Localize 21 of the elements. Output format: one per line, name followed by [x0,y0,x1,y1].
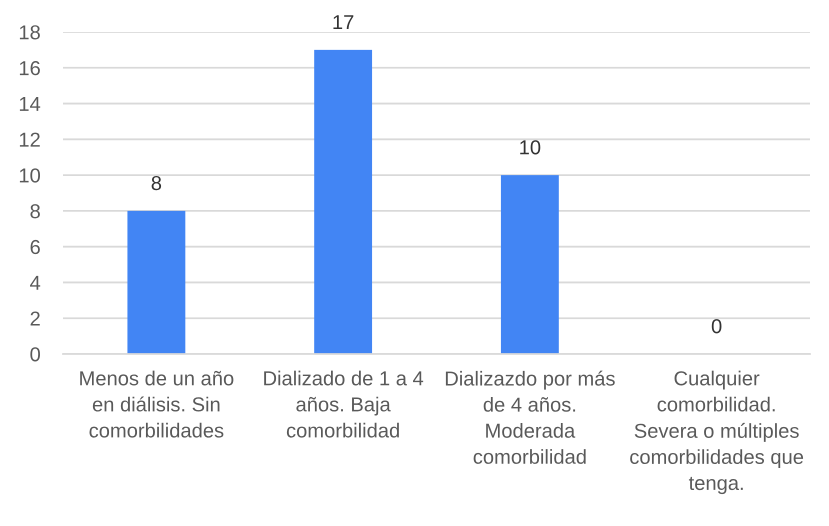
x-tick-label: Dializado de 1 a 4 años. Baja comorbilidad [264,370,424,438]
bar [500,175,559,354]
x-tick-label: Cualquier comorbilidad. Severa o múltiples comorbilidades que tenga. [630,370,804,494]
data-label: 17 [333,15,354,30]
y-tick-label: 18 [20,25,40,40]
y-tick-label: 4 [30,276,40,290]
y-tick-label: 16 [20,61,40,76]
data-label: 0 [712,319,722,334]
y-tick-label: 2 [30,311,40,326]
bar [314,50,372,354]
data-label: 8 [152,176,162,190]
y-tick-label: 12 [20,132,40,147]
x-tick-label: Menos de un año en diálisis. Sin comorbilidades [80,370,234,438]
y-tick-label: 6 [30,240,40,254]
y-tick-label: 8 [30,204,40,218]
y-tick-label: 14 [20,97,40,111]
y-tick-label: 10 [20,168,40,183]
y-tick-label: 0 [30,347,40,362]
bar [127,210,186,354]
x-tick-label: Dializazdo por más de 4 años. Moderada comorbilidad [446,370,615,464]
data-label: 10 [520,140,540,154]
